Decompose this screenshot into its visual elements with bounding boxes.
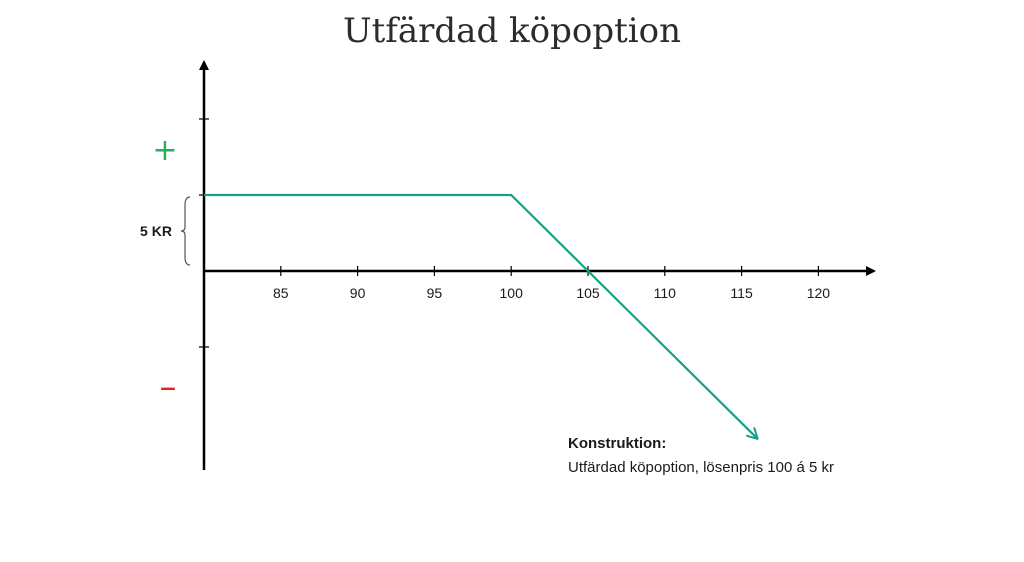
x-tick-label: 95 [427,285,443,301]
x-tick-label: 90 [350,285,366,301]
annotation-heading: Konstruktion: [568,435,666,452]
x-tick-label: 105 [576,285,600,301]
premium-bracket-label: 5 KR [140,223,172,239]
profit-symbol: + [152,133,177,168]
x-tick-label: 110 [654,285,677,301]
x-tick-label: 85 [273,285,289,301]
premium-bracket [180,196,191,266]
x-ticks: 85 90 95 100 105 110 115 120 [273,266,830,301]
loss-symbol: – [160,367,177,407]
x-tick-label: 120 [807,285,831,301]
bracket-brace [180,196,191,266]
chart-title: Utfärdad köpoption [343,11,681,51]
annotation-text: Utfärdad köpoption, lösenpris 100 á 5 kr [568,459,834,476]
axes [199,60,876,470]
payoff-line [204,193,757,438]
x-tick-label: 115 [730,285,753,301]
x-tick-label: 100 [500,285,524,301]
